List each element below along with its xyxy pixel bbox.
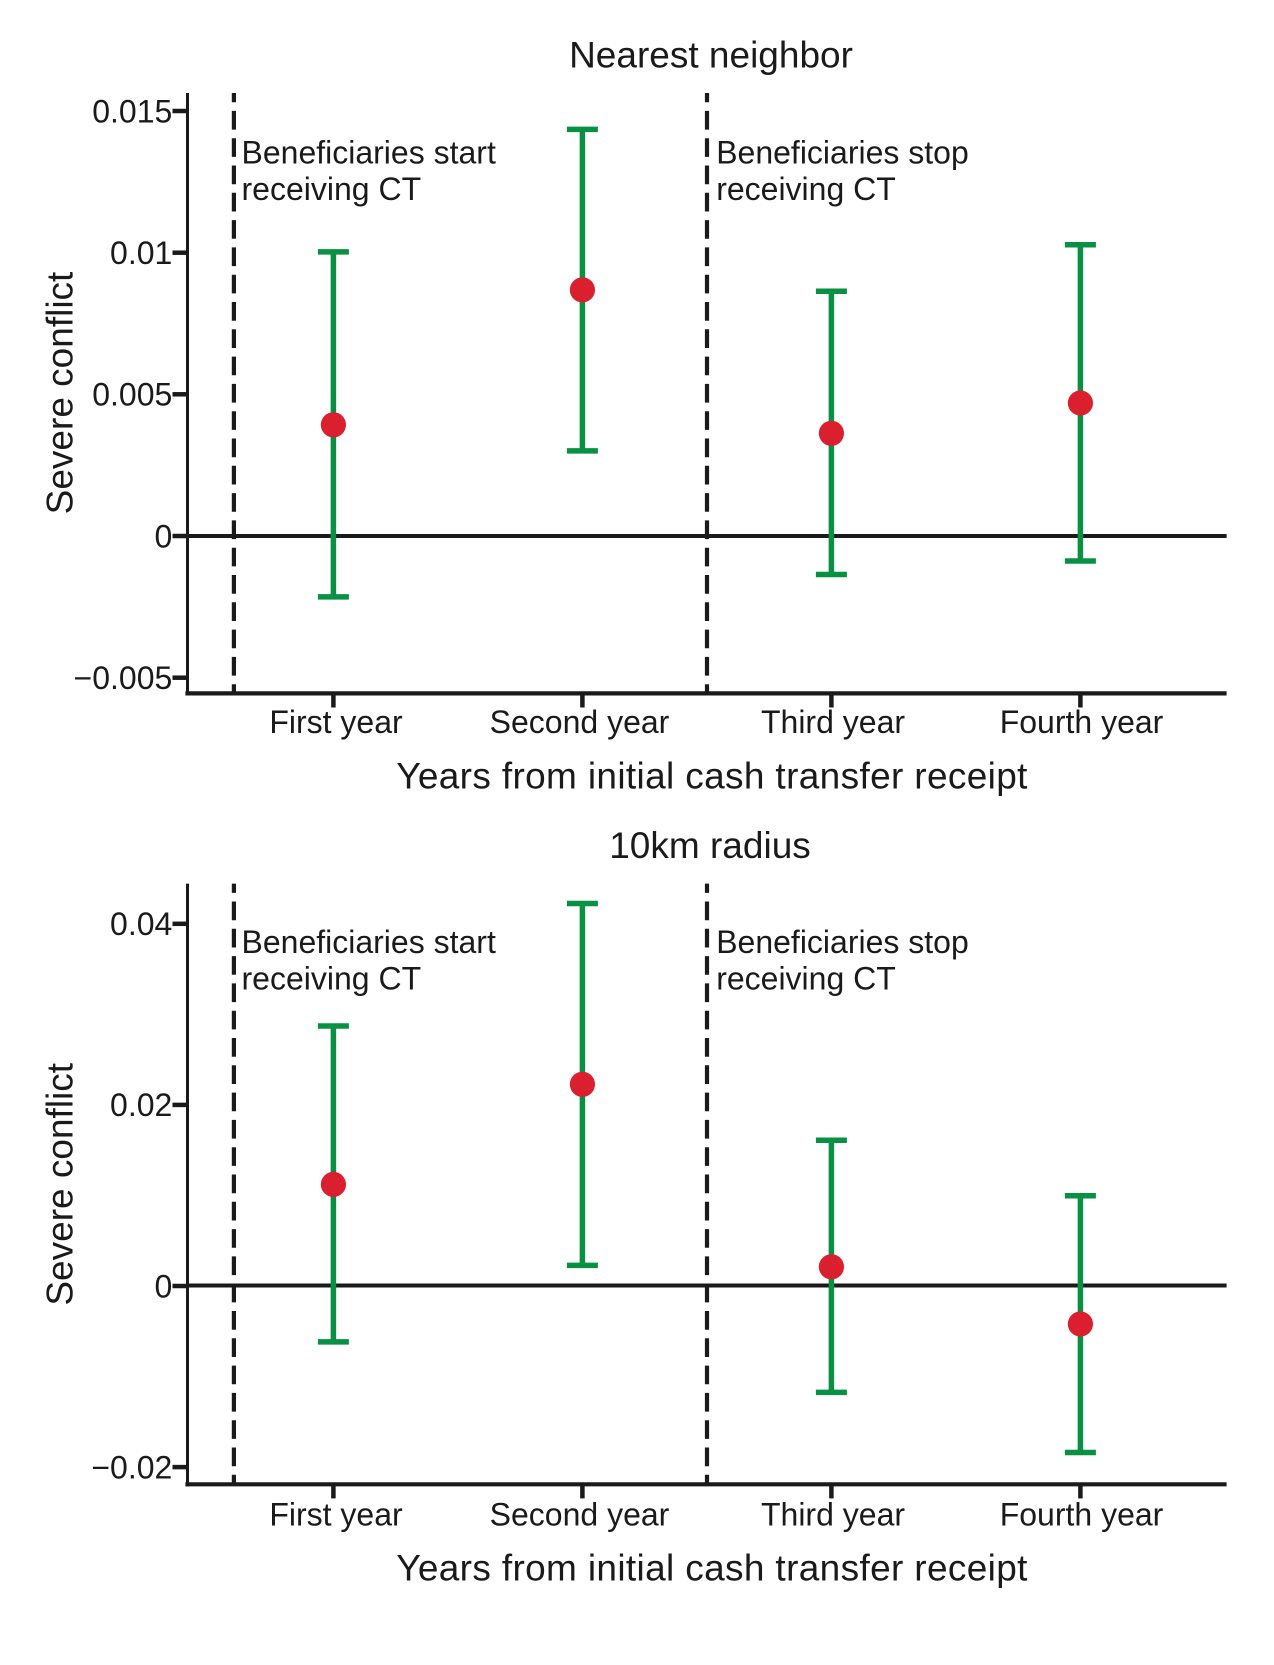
svg-text:receiving CT: receiving CT: [716, 961, 896, 997]
svg-text:First year: First year: [269, 704, 403, 740]
svg-text:Beneficiaries start: Beneficiaries start: [242, 924, 496, 960]
svg-text:0: 0: [155, 518, 173, 554]
svg-text:−0.02: −0.02: [91, 1449, 172, 1485]
svg-text:Second year: Second year: [490, 1497, 670, 1533]
svg-text:0: 0: [155, 1268, 173, 1304]
svg-text:0.04: 0.04: [110, 906, 172, 942]
svg-text:receiving CT: receiving CT: [242, 961, 422, 997]
svg-text:Years from initial cash transf: Years from initial cash transfer receipt: [396, 1548, 1028, 1589]
svg-text:Severe conflict: Severe conflict: [39, 271, 80, 514]
svg-text:10km radius: 10km radius: [609, 825, 811, 866]
svg-text:Third year: Third year: [761, 704, 905, 740]
svg-text:receiving CT: receiving CT: [716, 171, 896, 207]
svg-text:First year: First year: [269, 1497, 403, 1533]
svg-text:Fourth year: Fourth year: [1000, 704, 1164, 740]
svg-text:0.015: 0.015: [92, 93, 172, 129]
svg-text:Third year: Third year: [761, 1497, 905, 1533]
svg-text:Severe conflict: Severe conflict: [39, 1062, 80, 1305]
svg-text:Second year: Second year: [490, 704, 670, 740]
svg-text:Years from initial cash transf: Years from initial cash transfer receipt: [396, 756, 1028, 797]
svg-text:Beneficiaries stop: Beneficiaries stop: [716, 135, 969, 171]
svg-text:−0.005: −0.005: [74, 660, 173, 696]
svg-text:Beneficiaries stop: Beneficiaries stop: [716, 924, 969, 960]
svg-text:Beneficiaries start: Beneficiaries start: [242, 135, 496, 171]
svg-text:0.02: 0.02: [110, 1087, 172, 1123]
svg-text:receiving CT: receiving CT: [242, 171, 422, 207]
svg-text:Nearest neighbor: Nearest neighbor: [569, 35, 853, 76]
svg-text:0.005: 0.005: [92, 377, 172, 413]
svg-text:Fourth year: Fourth year: [1000, 1497, 1164, 1533]
svg-text:0.01: 0.01: [110, 235, 172, 271]
